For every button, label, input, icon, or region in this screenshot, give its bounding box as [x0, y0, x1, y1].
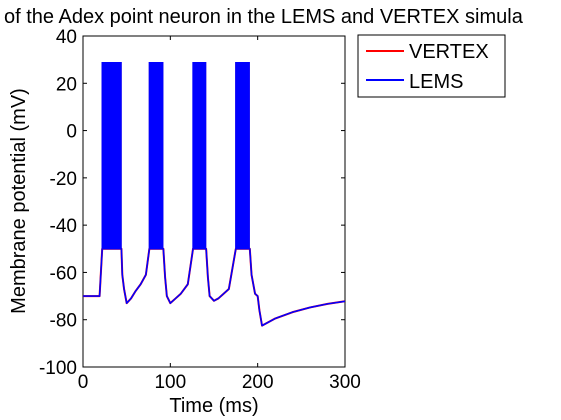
- plot-area: [82, 35, 346, 368]
- legend: VERTEX LEMS: [357, 34, 506, 98]
- spike-lines: [192, 62, 207, 249]
- chart-title: of the Adex point neuron in the LEMS and…: [4, 6, 524, 28]
- legend-box: [357, 34, 506, 98]
- y-tick-label: -80: [50, 311, 77, 332]
- y-tick-label: -60: [50, 263, 77, 284]
- spike-lines: [235, 62, 250, 249]
- y-tick-label: -100: [39, 358, 77, 379]
- spike-burst-lems: [235, 62, 250, 250]
- tick-layer: 0 100 200 300 -100 -80 -60 -40 -20 0 20 40: [39, 27, 361, 393]
- spike-lines: [148, 62, 164, 249]
- spike-lines: [101, 62, 122, 249]
- y-axis-label: Membrane potential (mV): [8, 88, 30, 314]
- spike-burst-lems: [101, 62, 122, 250]
- y-tick-label: -20: [50, 169, 77, 190]
- x-tick-label: 300: [329, 372, 361, 393]
- x-tick-label: 200: [242, 372, 274, 393]
- x-tick-label: 0: [78, 372, 89, 393]
- spike-burst-lems: [192, 62, 207, 250]
- spike-burst-lems: [148, 62, 164, 250]
- x-axis-label: Time (ms): [169, 395, 258, 417]
- y-tick-label: 40: [56, 27, 77, 48]
- y-tick-label: 20: [56, 74, 77, 95]
- x-tick-label: 100: [154, 372, 186, 393]
- y-tick-label: -40: [50, 216, 77, 237]
- legend-label-vertex: VERTEX: [409, 41, 489, 63]
- legend-label-lems: LEMS: [409, 71, 463, 93]
- series-line-lems: [83, 247, 345, 327]
- series-layer: [83, 62, 345, 327]
- y-tick-label: 0: [66, 122, 77, 143]
